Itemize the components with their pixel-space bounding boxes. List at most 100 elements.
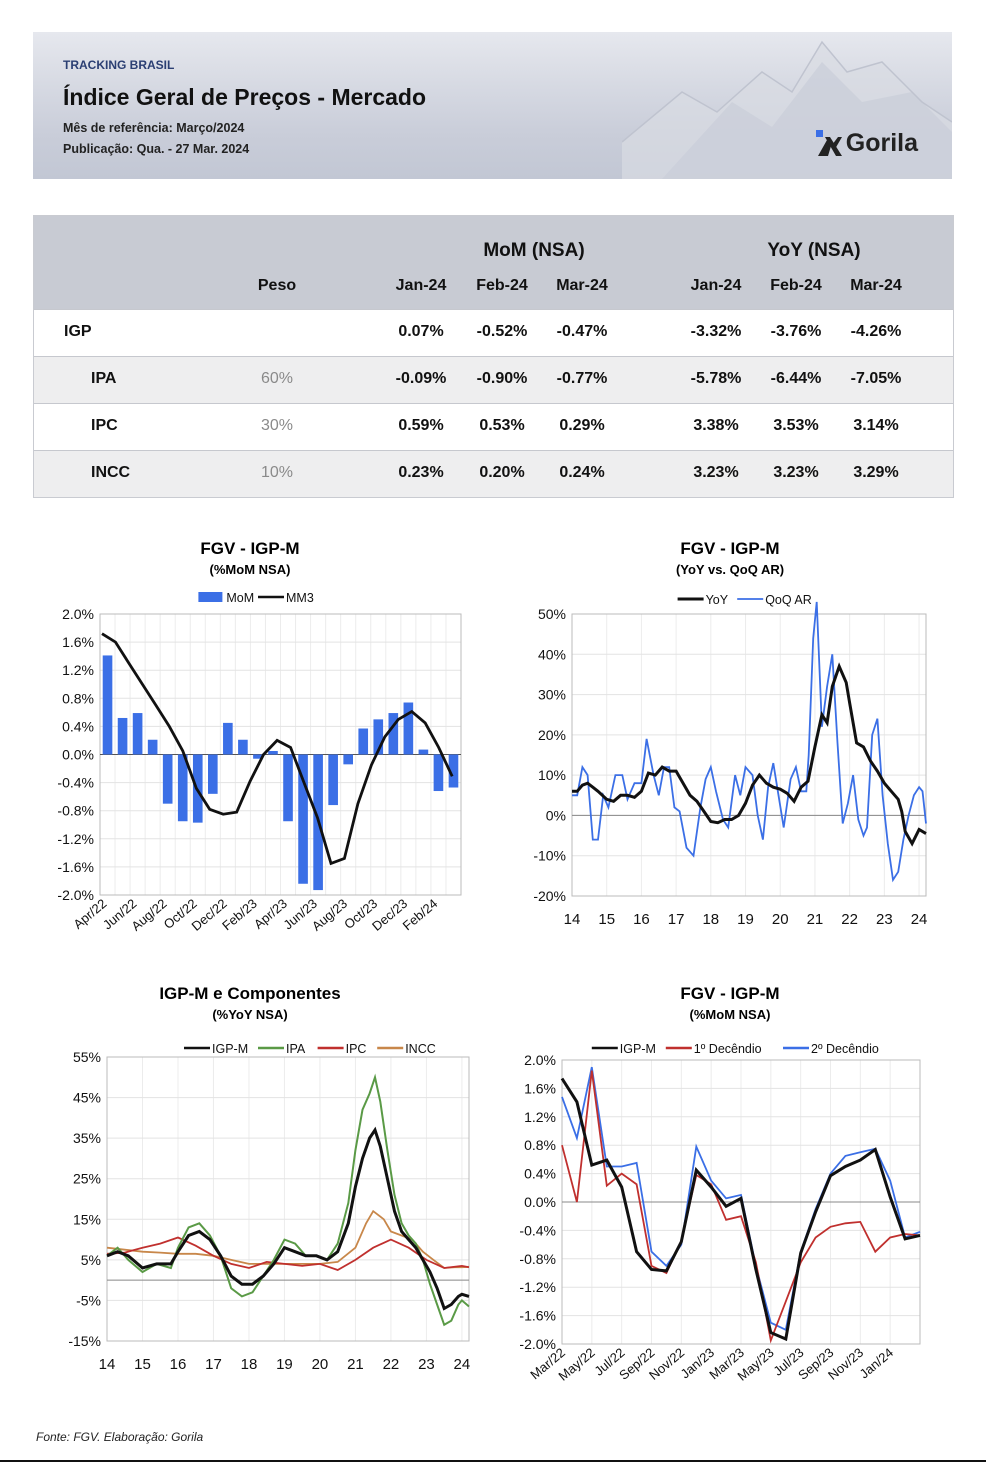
bar-mom — [418, 749, 429, 755]
yoy-value: 3.23% — [773, 464, 819, 481]
legend-label: IGP-M — [620, 1042, 656, 1056]
chart-igpm-decendio: FGV - IGP-M (%MoM NSA) IGP-M 1º Decêndio 2º … — [500, 980, 960, 1400]
bar-mom — [403, 702, 414, 755]
mom-value: 0.07% — [398, 323, 444, 340]
gorila-logo-icon — [815, 130, 842, 156]
bar-mom — [433, 754, 444, 792]
y-tick-label: 50% — [538, 606, 566, 622]
bar-mom — [388, 713, 399, 755]
table-row-ipc: IPC 30% 0.59% 0.53% 0.29% 3.38% 3.53% 3.14% — [34, 403, 953, 450]
bar-mom — [102, 655, 113, 755]
x-tick-label: 15 — [598, 911, 615, 928]
mom-value: -0.09% — [395, 370, 447, 387]
legend-label: IPC — [346, 1042, 367, 1056]
y-tick-label: 0.4% — [524, 1166, 556, 1182]
y-tick-label: -20% — [533, 888, 566, 904]
series-line-2 — [106, 1236, 470, 1271]
series-line-0 — [560, 1077, 921, 1342]
x-tick-label: 19 — [276, 1356, 293, 1373]
mom-value: -0.77% — [556, 370, 608, 387]
y-tick-label: 2.0% — [62, 606, 94, 622]
y-tick-label: 30% — [538, 687, 566, 703]
y-tick-label: 5% — [81, 1252, 101, 1268]
x-tick-label: 16 — [170, 1356, 187, 1373]
series-line-0 — [106, 1126, 470, 1311]
report-header: TRACKING BRASIL Índice Geral de Preços -… — [33, 32, 952, 179]
y-tick-label: 45% — [73, 1090, 101, 1106]
chart-subtitle: (%MoM NSA) — [690, 1007, 771, 1022]
row-label: INCC — [91, 464, 131, 481]
chart-subtitle: (%YoY NSA) — [212, 1007, 287, 1022]
x-tick-label: 18 — [702, 911, 719, 928]
x-tick-label: 15 — [134, 1356, 151, 1373]
y-tick-label: 0.0% — [62, 747, 94, 763]
y-tick-label: 0.0% — [524, 1194, 556, 1210]
chart-igpm-mom: FGV - IGP-M (%MoM NSA) MoM MM3 2.0% 1.6% 1.2% 0… — [20, 535, 480, 955]
bar-mom — [298, 754, 308, 884]
legend-label: 2º Decêndio — [811, 1042, 879, 1056]
chart-subtitle: (%MoM NSA) — [210, 562, 291, 577]
y-tick-label: -5% — [76, 1292, 101, 1308]
row-label: IGP — [64, 323, 92, 340]
y-tick-label: 15% — [73, 1211, 101, 1227]
x-tick-label: 16 — [633, 911, 650, 928]
table-row-igp: IGP 0.07% -0.52% -0.47% -3.32% -3.76% -4.26% — [34, 309, 953, 356]
index-table: MoM (NSA) YoY (NSA) Peso Jan-24 Feb-24 M… — [33, 215, 954, 498]
chart-subtitle: (YoY vs. QoQ AR) — [676, 562, 784, 577]
logo-text: Gorila — [845, 128, 918, 157]
plot-frame — [571, 613, 927, 897]
series-line-1 — [106, 1073, 470, 1327]
x-tick-label: 19 — [737, 911, 754, 928]
series-line-1 — [572, 601, 927, 883]
series-line-mm3 — [101, 632, 454, 866]
legend-label: INCC — [405, 1042, 436, 1056]
x-tick-label: 24 — [911, 911, 928, 928]
mom-value: 0.20% — [479, 464, 525, 481]
x-tick-label: 14 — [99, 1356, 116, 1373]
y-tick-label: 0.4% — [62, 718, 94, 734]
series-line-1 — [561, 1070, 921, 1344]
x-tick-label: 24 — [454, 1356, 471, 1373]
legend-label: IGP-M — [212, 1042, 248, 1056]
bottom-divider — [0, 1460, 986, 1462]
yoy-value: 3.14% — [853, 417, 899, 434]
legend-swatch — [198, 592, 223, 602]
source-note: Fonte: FGV. Elaboração: Gorila — [36, 1430, 204, 1444]
bar-mom — [253, 754, 263, 759]
y-tick-label: 1.2% — [62, 662, 94, 678]
bar-mom — [177, 754, 188, 822]
y-tick-label: -1.2% — [57, 831, 94, 847]
publication-date: Publicação: Qua. - 27 Mar. 2024 — [63, 142, 250, 156]
series-line-3 — [106, 1209, 470, 1269]
y-tick-label: -1.6% — [57, 859, 94, 875]
y-tick-label: 1.6% — [524, 1080, 556, 1096]
x-tick-label: 23 — [418, 1356, 435, 1373]
y-tick-label: 10% — [538, 767, 566, 783]
x-tick-label: 22 — [383, 1356, 400, 1373]
mountain-illustration — [622, 40, 952, 179]
bar-mom — [448, 754, 459, 788]
bar-mom — [268, 750, 278, 755]
bar-mom — [117, 717, 128, 755]
y-tick-label: -15% — [68, 1333, 101, 1349]
yoy-value: -7.05% — [850, 370, 902, 387]
yoy-value: -6.44% — [770, 370, 822, 387]
bar-mom — [147, 739, 158, 755]
table-body: IGP 0.07% -0.52% -0.47% -3.32% -3.76% -4.26% IP… — [34, 309, 953, 497]
mom-value: -0.47% — [556, 323, 608, 340]
series-line-2 — [561, 1066, 921, 1332]
y-tick-label: 2.0% — [524, 1052, 556, 1068]
y-tick-label: -0.4% — [519, 1222, 556, 1238]
row-peso: 60% — [260, 370, 294, 387]
bar-mom — [132, 713, 143, 755]
group-mom: MoM (NSA) — [483, 240, 585, 261]
x-tick-label: 23 — [876, 911, 893, 928]
col-mom-feb: Feb-24 — [476, 277, 528, 294]
legend-label: YoY — [706, 593, 729, 607]
bar-mom — [343, 754, 354, 765]
reference-month: Mês de referência: Março/2024 — [63, 121, 245, 135]
group-yoy: YoY (NSA) — [767, 240, 861, 261]
bar-mom — [238, 739, 248, 755]
yoy-value: 3.53% — [773, 417, 819, 434]
chart-title: IGP-M e Componentes — [159, 984, 340, 1003]
